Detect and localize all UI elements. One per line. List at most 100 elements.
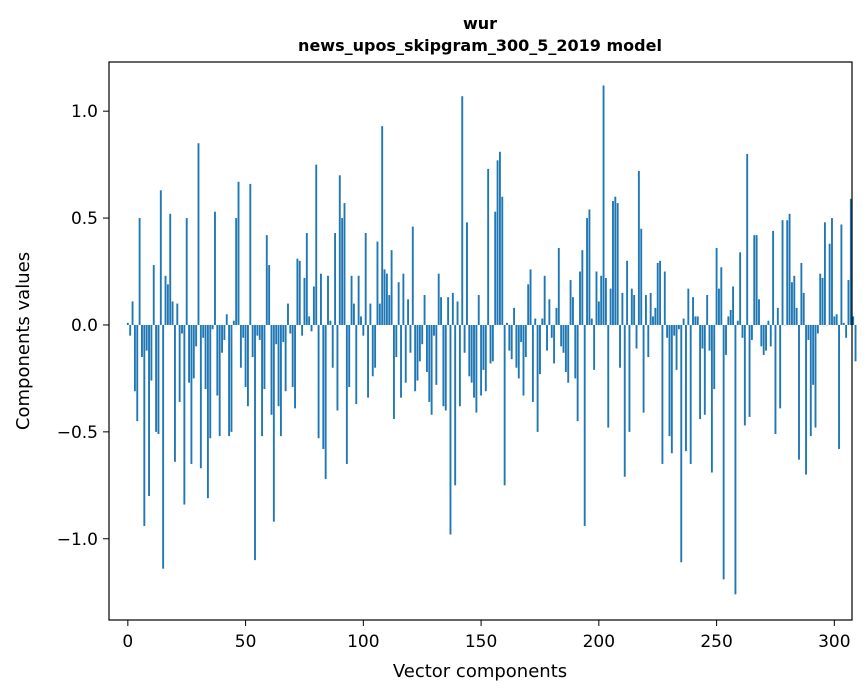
x-tick-label: 250 <box>700 632 732 652</box>
bar <box>126 322 129 325</box>
bar <box>463 324 466 353</box>
bar <box>562 324 565 353</box>
x-tick-label: 0 <box>122 632 133 652</box>
bar <box>524 324 527 358</box>
bar <box>807 324 810 340</box>
bar <box>508 324 511 351</box>
bar <box>677 324 680 330</box>
bar <box>718 288 720 325</box>
bar <box>838 324 840 449</box>
bar <box>513 307 515 325</box>
bar <box>458 324 461 407</box>
bar <box>385 273 388 325</box>
bar <box>548 299 551 325</box>
bar <box>506 322 508 325</box>
bar <box>689 324 692 464</box>
bar <box>312 286 315 325</box>
bar <box>277 324 280 407</box>
bar <box>663 271 666 325</box>
bar <box>842 322 845 325</box>
bar <box>303 277 306 325</box>
bar <box>343 203 346 325</box>
bars-group <box>126 85 857 595</box>
bar <box>263 324 266 390</box>
bar <box>249 183 252 325</box>
bar <box>593 324 596 370</box>
bar <box>522 324 525 396</box>
y-tick-label: 0.0 <box>71 316 98 336</box>
bar <box>409 324 412 353</box>
bar <box>360 316 362 325</box>
bar <box>734 324 737 595</box>
bar <box>494 211 497 325</box>
bar <box>268 265 271 325</box>
bar <box>402 273 405 325</box>
bar <box>477 295 480 325</box>
y-tick-label: 0.5 <box>71 209 98 229</box>
bar <box>256 324 259 336</box>
bar <box>315 164 318 325</box>
bar <box>619 324 621 368</box>
bar <box>609 288 612 325</box>
bar <box>772 230 775 325</box>
bar <box>732 286 735 325</box>
bar <box>397 282 400 325</box>
bar <box>489 324 492 364</box>
bar <box>310 324 313 332</box>
bar <box>296 258 299 325</box>
bar <box>539 324 541 375</box>
bar <box>388 295 391 325</box>
bar <box>710 324 713 473</box>
bar <box>423 295 426 325</box>
bar <box>287 303 289 325</box>
bar <box>232 320 235 325</box>
bar <box>367 324 369 398</box>
bar <box>793 275 796 325</box>
bar <box>350 275 353 325</box>
bar <box>614 196 617 325</box>
bar <box>369 303 372 325</box>
bar <box>239 324 242 368</box>
bar <box>595 271 598 325</box>
bar <box>708 324 711 351</box>
y-axis: −1.0 −0.5 0.0 0.5 1.0 <box>57 102 109 550</box>
bar <box>543 275 546 325</box>
bar <box>750 324 753 340</box>
bar <box>647 324 650 358</box>
bar <box>421 324 424 345</box>
bar <box>800 262 803 325</box>
bar <box>722 324 725 580</box>
bar <box>847 280 850 325</box>
bar <box>320 273 322 325</box>
bar <box>802 292 805 325</box>
bar <box>696 316 699 325</box>
bar <box>779 324 782 409</box>
bar <box>602 85 605 325</box>
bar <box>788 213 791 325</box>
bar <box>765 324 767 351</box>
bar <box>637 171 640 325</box>
bar <box>393 324 395 420</box>
bar <box>739 252 742 325</box>
bar <box>228 324 231 437</box>
bar <box>661 324 664 464</box>
bar <box>597 301 600 325</box>
bar <box>430 324 433 415</box>
bar <box>527 284 530 325</box>
bar <box>473 324 475 398</box>
bar <box>546 324 548 351</box>
bar <box>324 324 327 479</box>
bar <box>242 324 245 338</box>
bar <box>178 324 181 402</box>
bar <box>628 324 631 432</box>
bar <box>357 275 360 325</box>
bar <box>289 324 292 334</box>
bar <box>341 218 344 325</box>
bar <box>428 324 431 402</box>
bar <box>174 324 176 462</box>
bar <box>713 324 716 390</box>
bar <box>291 324 294 387</box>
bar <box>564 324 567 372</box>
bar <box>560 324 563 347</box>
